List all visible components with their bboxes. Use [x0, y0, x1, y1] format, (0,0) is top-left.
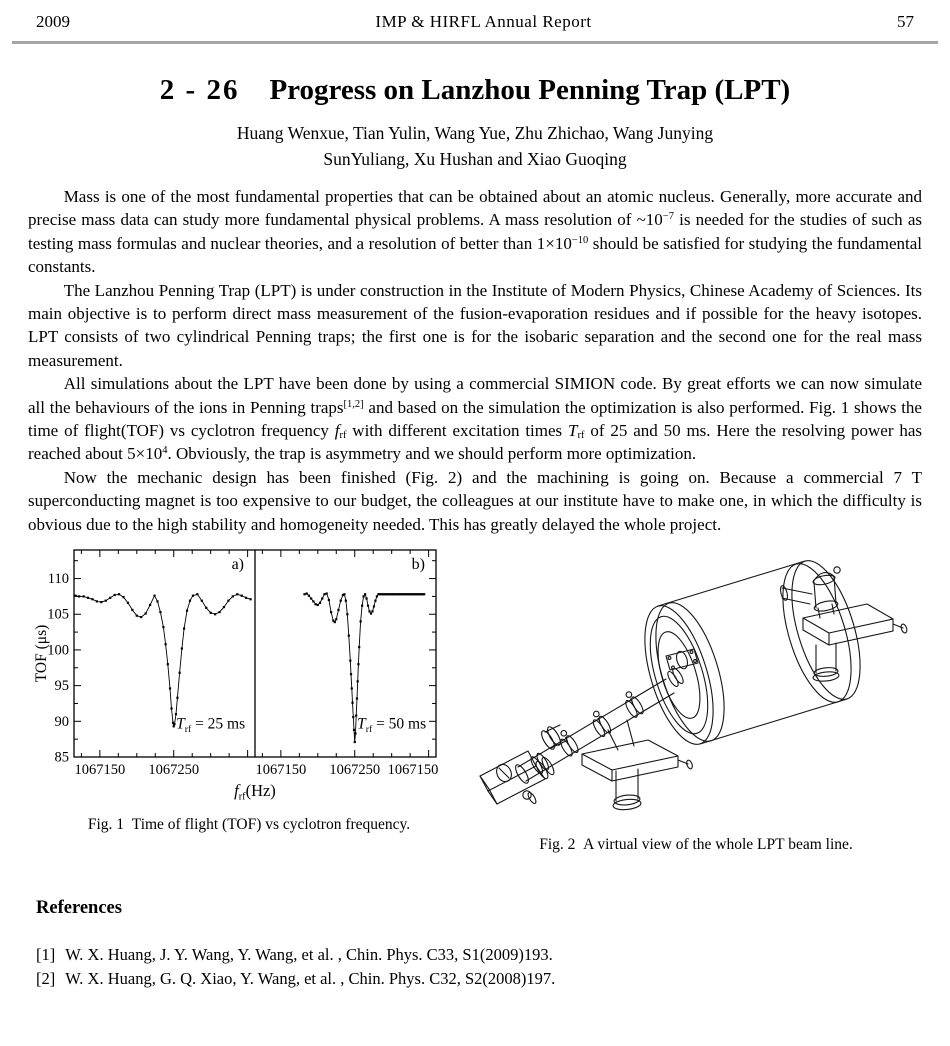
reference-2-label: [2]	[36, 968, 56, 988]
figure-1: 85 90 95 100 105 110 1067150 1067250 1067150 1067…	[28, 544, 470, 834]
article-title: 2 - 26 Progress on Lanzhou Penning Trap (…	[28, 74, 922, 107]
authors-line-1: Huang Wenxue, Tian Yulin, Wang Yue, Zhu …	[236, 123, 714, 143]
reference-item-2: [2] W. X. Huang, G. Q. Xiao, Y. Wang, et …	[36, 967, 922, 991]
reference-item-1: [1] W. X. Huang, J. Y. Wang, Y. Wang, et …	[36, 943, 922, 967]
svg-text:Trf = 25 ms: Trf = 25 ms	[176, 716, 245, 736]
svg-text:Trf = 50 ms: Trf = 50 ms	[357, 716, 426, 736]
svg-text:1067250: 1067250	[329, 762, 380, 778]
header-year: 2009	[36, 12, 70, 31]
figure-1-caption: Fig. 1 Time of flight (TOF) vs cyclotron…	[87, 816, 411, 834]
svg-text:TOF (μs): TOF (μs)	[34, 625, 50, 683]
paragraph-2: The Lanzhou Penning Trap (LPT) is under …	[28, 280, 922, 370]
figure-2-caption: Fig. 2 A virtual view of the whole LPT b…	[539, 836, 853, 854]
reference-1-text: W. X. Huang, J. Y. Wang, Y. Wang, et al.…	[65, 945, 553, 965]
references-heading: References	[36, 898, 122, 919]
header-rule	[12, 41, 938, 44]
svg-text:1067250: 1067250	[148, 762, 199, 778]
author-list: Huang Wenxue, Tian Yulin, Wang Yue, Zhu …	[28, 120, 922, 172]
svg-text:1067150: 1067150	[388, 762, 439, 778]
authors-line-2: SunYuliang, Xu Hushan and Xiao Guoqing	[323, 149, 627, 169]
svg-text:100: 100	[47, 643, 69, 659]
end-box	[479, 724, 567, 805]
article-title-text: Progress on Lanzhou Penning Trap (LPT)	[269, 74, 791, 106]
support-stand-right	[779, 566, 908, 682]
figures-row: 85 90 95 100 105 110 1067150 1067250 1067150 1067…	[28, 544, 922, 854]
page-header: 2009 IMP & HIRFL Annual Report 57	[28, 6, 922, 32]
svg-text:85: 85	[55, 750, 70, 766]
svg-text:110: 110	[48, 571, 69, 587]
support-stand-middle	[581, 719, 693, 811]
header-page-number: 57	[897, 12, 914, 31]
report-page: 2009 IMP & HIRFL Annual Report 57 2 - 26…	[12, 6, 938, 990]
article-number: 2 - 26	[159, 74, 240, 106]
reference-1-label: [1]	[36, 945, 56, 965]
article-body: Mass is one of the most fundamental prop…	[28, 185, 922, 536]
svg-text:95: 95	[55, 678, 70, 694]
svg-text:105: 105	[47, 607, 69, 623]
lpt-beamline-drawing	[479, 560, 908, 811]
svg-text:b): b)	[412, 556, 425, 573]
paragraph-1: Mass is one of the most fundamental prop…	[28, 187, 922, 277]
svg-text:a): a)	[232, 556, 244, 573]
tof-resonance-plot: 85 90 95 100 105 110 1067150 1067250 1067150 1067…	[34, 549, 439, 803]
paragraph-3: All simulations about the LPT have been …	[28, 374, 922, 464]
reference-2-text: W. X. Huang, G. Q. Xiao, Y. Wang, et al.…	[65, 968, 556, 988]
references-section: References [1] W. X. Huang, J. Y. Wang, Y…	[28, 898, 922, 990]
figure-2: Fig. 2 A virtual view of the whole LPT b…	[470, 544, 922, 854]
svg-text:1067150: 1067150	[74, 762, 125, 778]
front-hub-flange	[665, 648, 699, 688]
svg-text:frf(Hz): frf(Hz)	[234, 781, 276, 803]
magnet-cylinder	[644, 560, 861, 745]
paragraph-4: Now the mechanic design has been finishe…	[28, 467, 922, 534]
svg-text:90: 90	[55, 714, 70, 730]
svg-text:1067150: 1067150	[255, 762, 306, 778]
header-report-title: IMP & HIRFL Annual Report	[375, 12, 592, 31]
